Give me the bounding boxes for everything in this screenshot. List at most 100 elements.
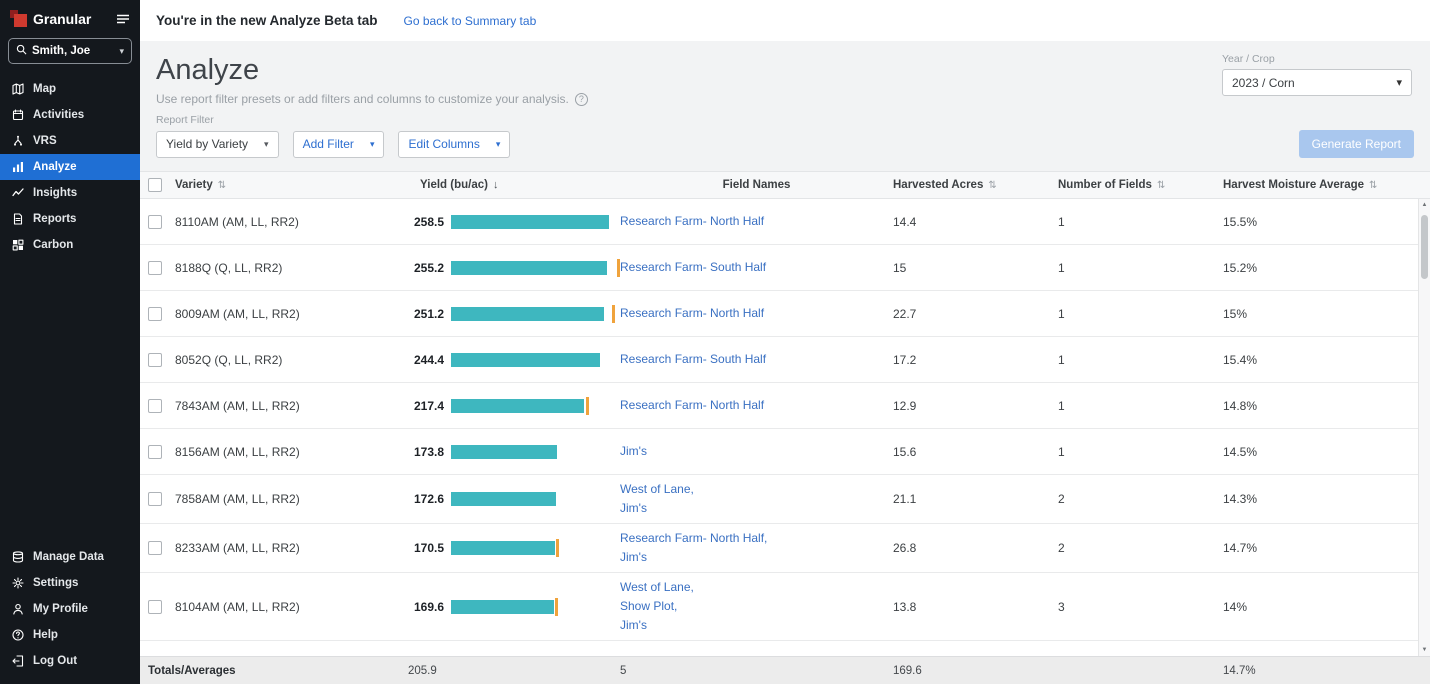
totals-yield: 205.9: [408, 665, 620, 677]
column-header-variety[interactable]: Variety⇅: [170, 179, 408, 191]
yield-value: 255.2: [408, 261, 444, 275]
row-checkbox[interactable]: [148, 445, 162, 459]
column-header-yield[interactable]: Yield (bu/ac)↓: [408, 179, 620, 191]
nav-label: My Profile: [33, 603, 88, 615]
back-to-summary-link[interactable]: Go back to Summary tab: [404, 14, 537, 28]
nav-label: VRS: [33, 135, 57, 147]
yield-value: 258.5: [408, 215, 444, 229]
sidebar-item-help[interactable]: Help: [0, 622, 140, 648]
row-checkbox[interactable]: [148, 600, 162, 614]
sidebar-item-map[interactable]: Map: [0, 76, 140, 102]
column-header-harvested-acres[interactable]: Harvested Acres⇅: [893, 179, 1058, 191]
sidebar-item-insights[interactable]: Insights: [0, 180, 140, 206]
nav-label: Settings: [33, 577, 78, 589]
field-link[interactable]: Research Farm- South Half: [620, 258, 893, 277]
generate-report-button[interactable]: Generate Report: [1299, 130, 1414, 158]
collapse-menu-icon[interactable]: [116, 13, 130, 25]
edit-columns-select[interactable]: Edit Columns ▾: [398, 131, 510, 158]
sidebar-item-analyze[interactable]: Analyze: [0, 154, 140, 180]
totals-field-count: 5: [620, 665, 893, 677]
chevron-down-icon: ▾: [264, 139, 269, 150]
variety-value: 8233AM (AM, LL, RR2): [170, 541, 408, 555]
table-row: 7858AM (AM, LL, RR2)172.6West of Lane,Ji…: [140, 475, 1418, 524]
scrollbar-thumb[interactable]: [1421, 215, 1428, 279]
field-link[interactable]: Jim's: [620, 499, 893, 518]
nav-label: Activities: [33, 109, 84, 121]
yield-value: 169.6: [408, 600, 444, 614]
sidebar-item-log-out[interactable]: Log Out: [0, 648, 140, 674]
nav-label: Reports: [33, 213, 76, 225]
row-checkbox[interactable]: [148, 215, 162, 229]
column-header-harvest-moisture[interactable]: Harvest Moisture Average⇅: [1223, 179, 1430, 191]
help-tooltip-icon[interactable]: ?: [575, 93, 588, 106]
field-link[interactable]: West of Lane,: [620, 578, 893, 597]
row-checkbox[interactable]: [148, 261, 162, 275]
yield-bar: [451, 541, 555, 555]
sort-icon[interactable]: ⇅: [1157, 180, 1165, 191]
field-names-cell: West of Lane,Show Plot,Jim's: [620, 578, 893, 635]
yield-marker-icon: [612, 305, 615, 323]
field-link[interactable]: Jim's: [620, 548, 893, 567]
yield-value: 173.8: [408, 445, 444, 459]
table-scrollbar[interactable]: ▲ ▼: [1418, 199, 1430, 656]
sidebar-item-my-profile[interactable]: My Profile: [0, 596, 140, 622]
row-checkbox[interactable]: [148, 353, 162, 367]
table-row: 8156AM (AM, LL, RR2)173.8Jim's15.6114.5%: [140, 429, 1418, 475]
totals-row: Totals/Averages 205.9 5 169.6 14.7%: [140, 656, 1430, 684]
field-link[interactable]: Research Farm- North Half: [620, 304, 893, 323]
column-header-field-names[interactable]: Field Names: [620, 179, 893, 191]
yield-marker-icon: [556, 539, 559, 557]
year-crop-select[interactable]: 2023 / Corn ▾: [1222, 69, 1412, 96]
select-all-checkbox[interactable]: [148, 178, 162, 192]
field-link[interactable]: West of Lane,: [620, 480, 893, 499]
add-filter-select[interactable]: Add Filter ▾: [293, 131, 385, 158]
sidebar-item-reports[interactable]: Reports: [0, 206, 140, 232]
sort-icon[interactable]: ⇅: [1369, 180, 1377, 191]
sort-icon[interactable]: ⇅: [218, 180, 226, 191]
sort-desc-icon[interactable]: ↓: [493, 179, 499, 191]
sidebar-item-carbon[interactable]: Carbon: [0, 232, 140, 258]
beta-bar: You're in the new Analyze Beta tab Go ba…: [140, 0, 1430, 41]
yield-bar-track: [451, 399, 620, 413]
profile-icon: [11, 603, 25, 615]
sidebar-item-manage-data[interactable]: Manage Data: [0, 544, 140, 570]
field-link[interactable]: Research Farm- North Half: [620, 212, 893, 231]
harvested-acres-value: 22.7: [893, 307, 1058, 321]
add-filter-label: Add Filter: [303, 137, 354, 151]
scroll-up-icon[interactable]: ▲: [1422, 202, 1428, 208]
sidebar-item-vrs[interactable]: VRS: [0, 128, 140, 154]
harvest-moisture-value: 14.5%: [1223, 445, 1418, 459]
scroll-down-icon[interactable]: ▼: [1422, 647, 1428, 653]
column-header-number-of-fields[interactable]: Number of Fields⇅: [1058, 179, 1223, 191]
yield-bar: [451, 261, 607, 275]
row-checkbox[interactable]: [148, 541, 162, 555]
field-link[interactable]: Jim's: [620, 442, 893, 461]
field-link[interactable]: Research Farm- South Half: [620, 350, 893, 369]
harvested-acres-value: 14.4: [893, 215, 1058, 229]
sidebar-item-settings[interactable]: Settings: [0, 570, 140, 596]
row-checkbox[interactable]: [148, 307, 162, 321]
user-name: Smith, Joe: [32, 45, 114, 57]
harvested-acres-value: 17.2: [893, 353, 1058, 367]
yield-marker-icon: [617, 259, 620, 277]
row-checkbox[interactable]: [148, 492, 162, 506]
field-link[interactable]: Research Farm- North Half: [620, 396, 893, 415]
field-link[interactable]: Show Plot,: [620, 597, 893, 616]
row-checkbox[interactable]: [148, 399, 162, 413]
search-icon: [16, 44, 27, 58]
report-preset-select[interactable]: Yield by Variety ▾: [156, 131, 279, 158]
yield-bar-track: [451, 445, 620, 459]
variety-value: 8009AM (AM, LL, RR2): [170, 307, 408, 321]
user-selector[interactable]: Smith, Joe ▾: [8, 38, 132, 64]
yield-bar-track: [451, 353, 620, 367]
harvest-moisture-value: 14.8%: [1223, 399, 1418, 413]
harvest-moisture-value: 15.5%: [1223, 215, 1418, 229]
sort-icon[interactable]: ⇅: [988, 180, 996, 191]
harvested-acres-value: 13.8: [893, 600, 1058, 614]
sidebar-item-activities[interactable]: Activities: [0, 102, 140, 128]
field-link[interactable]: Jim's: [620, 616, 893, 635]
field-link[interactable]: Research Farm- North Half,: [620, 529, 893, 548]
field-names-cell: West of Lane,Jim's: [620, 480, 893, 518]
field-names-cell: Research Farm- North Half: [620, 304, 893, 323]
number-of-fields-value: 3: [1058, 600, 1223, 614]
